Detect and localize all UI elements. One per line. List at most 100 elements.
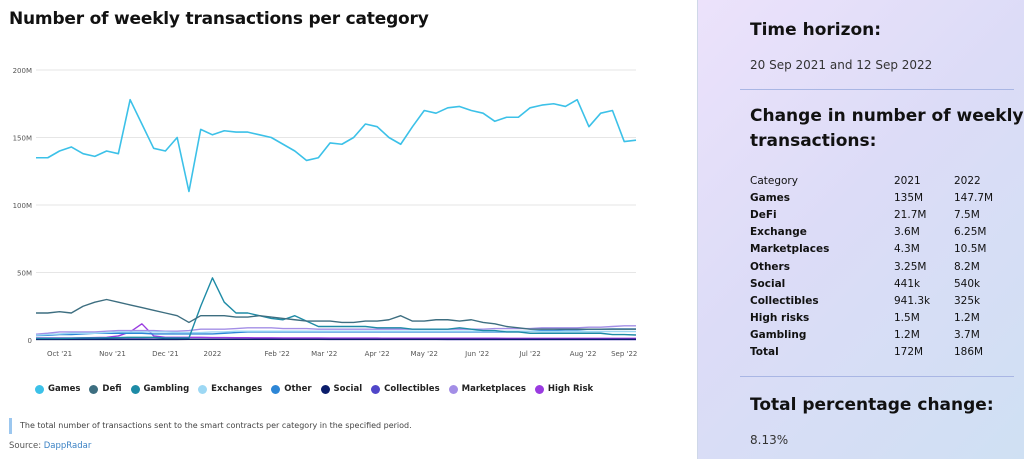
y-tick-label: 100M bbox=[13, 202, 32, 210]
category-cell: Marketplaces bbox=[750, 243, 830, 256]
legend-item[interactable]: Social bbox=[320, 384, 363, 394]
legend-item[interactable]: Defi bbox=[89, 384, 122, 394]
legend-item[interactable]: Exchanges bbox=[198, 384, 262, 394]
legend-swatch bbox=[534, 384, 544, 394]
x-tick-label: May '22 bbox=[410, 350, 438, 358]
category-cell: Others bbox=[750, 260, 790, 273]
source-line: Source: DappRadar bbox=[9, 441, 91, 451]
table-header-row: Category 2021 2022 bbox=[750, 172, 1014, 189]
value-2021-cell: 3.25M bbox=[894, 260, 927, 273]
x-tick-label: Oct '21 bbox=[47, 350, 72, 358]
legend-label: Exchanges bbox=[211, 384, 263, 394]
series-line-marketplaces bbox=[35, 325, 636, 335]
table-row: Exchange 3.6M 6.25M bbox=[750, 224, 1014, 241]
legend-item[interactable]: Other bbox=[271, 384, 312, 394]
series-line-defi bbox=[36, 298, 636, 330]
series-line-gambling bbox=[36, 277, 637, 340]
legend-swatch bbox=[448, 384, 458, 394]
y-tick-label: 0 bbox=[28, 337, 32, 345]
legend-swatch bbox=[320, 384, 330, 394]
legend-label: Defi bbox=[102, 384, 122, 394]
value-2021-cell: 135M bbox=[894, 191, 924, 204]
category-cell: Exchange bbox=[750, 226, 807, 239]
legend-item[interactable]: Games bbox=[35, 384, 80, 394]
x-tick-label: Feb '22 bbox=[264, 350, 289, 358]
table-row: Collectibles 941.3k 325k bbox=[750, 292, 1014, 309]
table-row: Others 3.25M 8.2M bbox=[750, 258, 1014, 275]
legend-label: Gambling bbox=[143, 384, 190, 394]
legend-swatch bbox=[89, 384, 99, 394]
value-2021-cell: 941.3k bbox=[894, 294, 931, 307]
series-line-exchanges bbox=[35, 330, 637, 336]
category-cell: Gambling bbox=[750, 329, 807, 342]
legend-swatch bbox=[130, 384, 140, 394]
panel-divider bbox=[697, 0, 698, 459]
line-chart: 0 50M 100M 150M 200M Oct '21 Nov '21 Dec '21 202… bbox=[13, 67, 638, 358]
value-2021-cell: 441k bbox=[894, 277, 921, 290]
change-heading-2: transactions: bbox=[750, 131, 877, 151]
x-tick-label: Apr '22 bbox=[365, 350, 390, 358]
header-2021: 2021 bbox=[894, 174, 921, 187]
time-value: 20 Sep 2021 and 12 Sep 2022 bbox=[750, 58, 933, 72]
time-heading: Time horizon: bbox=[750, 20, 882, 40]
value-2022-cell: 325k bbox=[954, 294, 981, 307]
changes-table: Category 2021 2022 Games 135M 147.7M DeFi 21… bbox=[750, 172, 1014, 361]
chart-section: Number of weekly transactions per catego… bbox=[9, 9, 638, 451]
value-2022-cell: 7.5M bbox=[954, 208, 980, 221]
value-2022-cell: 8.2M bbox=[954, 260, 980, 273]
table-row: Social 441k 540k bbox=[750, 275, 1014, 292]
legend-item[interactable]: Collectibles bbox=[371, 384, 440, 394]
value-2021-cell: 1.2M bbox=[894, 329, 920, 342]
x-tick-label: Jun '22 bbox=[464, 350, 489, 358]
legend-swatch bbox=[198, 384, 208, 394]
chart-note: The total number of transactions sent to… bbox=[9, 418, 412, 434]
series-line-games bbox=[36, 98, 637, 193]
series-line-high-risk bbox=[36, 323, 636, 340]
x-tick-label: Nov '21 bbox=[99, 350, 126, 358]
legend-item[interactable]: Gambling bbox=[130, 384, 190, 394]
legend-swatch bbox=[35, 384, 44, 394]
legend-label: High Risk bbox=[547, 384, 594, 394]
category-cell: Games bbox=[750, 191, 791, 204]
x-tick-label: 2022 bbox=[204, 350, 222, 358]
change-heading-1: Change in number of weekly bbox=[750, 106, 1024, 126]
value-2022-cell: 540k bbox=[954, 277, 981, 290]
summary-panel: Time horizon: 20 Sep 2021 and 12 Sep 202… bbox=[698, 0, 1024, 459]
legend-label: Marketplaces bbox=[461, 384, 526, 394]
table-row: Marketplaces 4.3M 10.5M bbox=[750, 241, 1014, 258]
legend-label: Social bbox=[333, 384, 363, 394]
divider bbox=[740, 376, 1014, 377]
header-2022: 2022 bbox=[954, 174, 981, 187]
value-2022-cell: 147.7M bbox=[954, 191, 994, 204]
x-tick-label: Sep '22 bbox=[611, 350, 637, 358]
y-tick-label: 200M bbox=[13, 67, 32, 75]
pct-heading: Total percentage change: bbox=[750, 395, 994, 415]
x-tick-label: Dec '21 bbox=[152, 350, 179, 358]
category-cell: Social bbox=[750, 277, 786, 290]
legend-item[interactable]: High Risk bbox=[534, 384, 594, 394]
legend-label: Games bbox=[48, 384, 81, 394]
legend-label: Other bbox=[284, 384, 312, 394]
table-row: Total 172M 186M bbox=[750, 344, 1014, 361]
table-row: Gambling 1.2M 3.7M bbox=[750, 327, 1014, 344]
table-row: DeFi 21.7M 7.5M bbox=[750, 206, 1014, 223]
value-2021-cell: 172M bbox=[894, 346, 924, 359]
category-cell: Total bbox=[750, 346, 779, 359]
legend-swatch bbox=[371, 384, 381, 394]
header-category: Category bbox=[750, 174, 798, 187]
legend-label: Collectibles bbox=[384, 384, 440, 394]
chart-title: Number of weekly transactions per catego… bbox=[9, 9, 429, 29]
y-tick-label: 50M bbox=[17, 270, 32, 278]
legend-item[interactable]: Marketplaces bbox=[448, 384, 526, 394]
divider bbox=[740, 89, 1014, 90]
pct-value: 8.13% bbox=[750, 433, 789, 447]
value-2022-cell: 3.7M bbox=[954, 329, 980, 342]
source-link[interactable]: DappRadar bbox=[43, 441, 92, 451]
category-cell: DeFi bbox=[750, 208, 777, 221]
legend-swatch bbox=[271, 384, 281, 394]
value-2021-cell: 1.5M bbox=[894, 312, 920, 325]
y-tick-label: 150M bbox=[13, 135, 32, 143]
table-row: High risks 1.5M 1.2M bbox=[750, 310, 1014, 327]
value-2022-cell: 10.5M bbox=[954, 243, 987, 256]
source-label: Source: bbox=[9, 441, 42, 451]
